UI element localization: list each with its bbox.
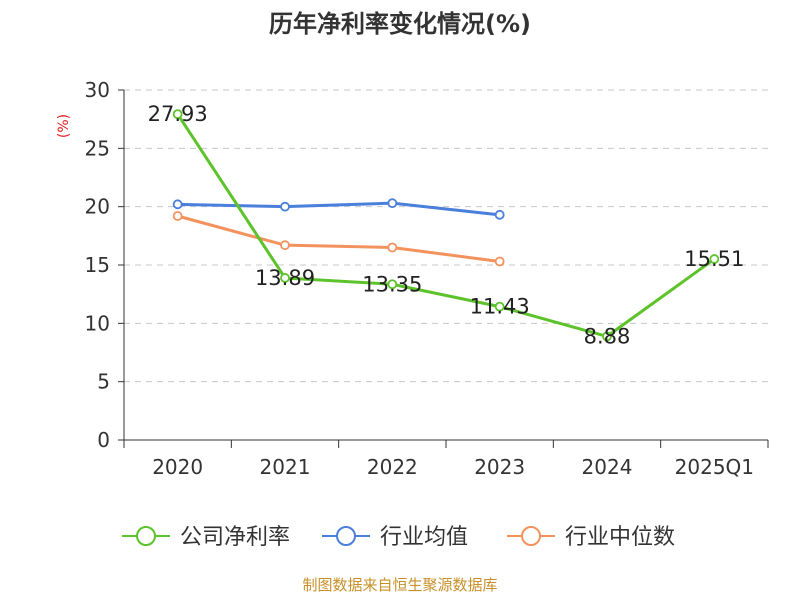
chart-title: 历年净利率变化情况(%) (269, 10, 531, 38)
x-tick-label: 2025Q1 (675, 455, 754, 479)
x-tick-label: 2023 (474, 455, 525, 479)
y-tick-label: 25 (85, 136, 110, 160)
x-tick-label: 2021 (260, 455, 311, 479)
series-point (280, 240, 290, 251)
legend-marker (336, 526, 356, 546)
data-label: 11.43 (470, 295, 530, 319)
series-line (177, 201, 500, 217)
series-point (280, 273, 290, 283)
legend-item: 行业中位数 (507, 525, 675, 550)
legend-item: 行业均值 (322, 525, 468, 550)
y-tick-label: 5 (97, 370, 110, 394)
series-point (172, 109, 183, 120)
series-line (177, 214, 500, 263)
series-1 (172, 198, 505, 220)
y-tick-label: 0 (97, 428, 110, 452)
series-point (494, 256, 505, 267)
series-point (709, 254, 720, 264)
series-point (494, 301, 505, 312)
series-layer (172, 109, 720, 342)
series-point (172, 211, 183, 221)
series-line (176, 113, 716, 338)
x-tick-label: 2020 (152, 455, 203, 479)
legend-item: 公司净利率 (122, 525, 290, 550)
data-labels: 27.93 13.89 13.35 11.43 8.88 15.51 (148, 102, 745, 348)
legend-label: 行业中位数 (565, 525, 675, 550)
legend-label: 公司净利率 (180, 525, 290, 550)
data-label: 15.51 (684, 247, 744, 271)
axes: 0 5 10 15 20 25 30 2020 2021 2022 2023 2024 2025Q1 (85, 78, 769, 479)
legend-marker (521, 526, 541, 546)
y-tick-label: 20 (85, 195, 110, 219)
series-point (494, 209, 505, 220)
data-label: 13.89 (255, 266, 315, 290)
y-tick-label: 15 (85, 253, 110, 277)
data-label: 27.93 (148, 102, 208, 126)
legend-label: 行业均值 (380, 525, 468, 550)
series-point (387, 198, 398, 209)
series-point (172, 199, 183, 210)
series-point (602, 331, 612, 342)
data-label: 8.88 (584, 324, 631, 348)
series-point (387, 242, 398, 253)
series-point (280, 201, 290, 212)
y-tick-label: 10 (85, 311, 110, 335)
gridlines (124, 89, 768, 383)
series-point (387, 279, 398, 290)
legend-marker (136, 526, 156, 546)
series-0 (172, 109, 720, 342)
x-tick-label: 2024 (582, 455, 633, 479)
series-2 (172, 211, 505, 267)
y-tick-label: 30 (85, 78, 110, 102)
y-axis-unit-label: (%) (56, 114, 72, 138)
data-label: 13.35 (362, 272, 422, 296)
x-tick-label: 2022 (367, 455, 418, 479)
legend: 公司净利率 行业均值 行业中位数 (122, 525, 675, 550)
source-note: 制图数据来自恒生聚源数据库 (302, 576, 497, 594)
